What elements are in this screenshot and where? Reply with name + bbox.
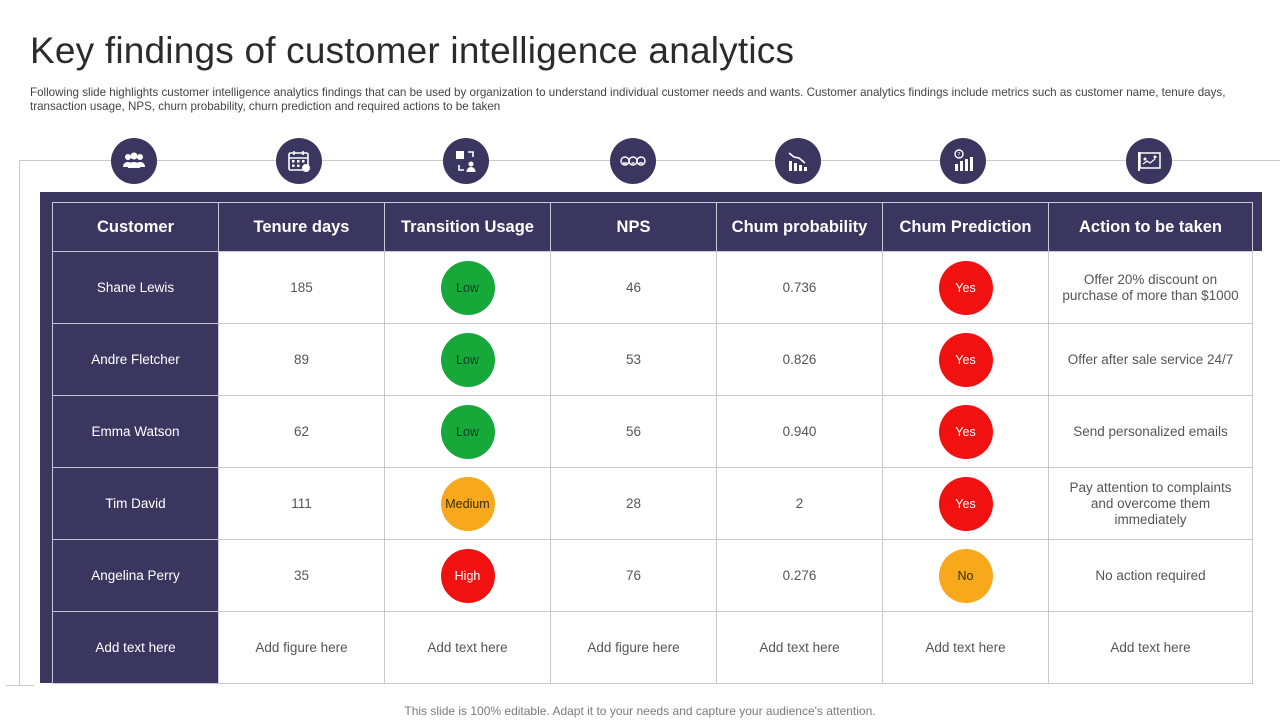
churn-probability: 0.826 xyxy=(716,323,883,396)
transfer-icon xyxy=(443,138,489,184)
placeholder-text: Add text here xyxy=(1048,611,1253,684)
nps-value: 76 xyxy=(550,539,717,612)
usage-badge: Low xyxy=(440,332,495,387)
header-action: Action to be taken xyxy=(1048,202,1253,252)
prediction-badge: No xyxy=(938,548,993,603)
header-nps: NPS xyxy=(550,202,717,252)
table-left-backdrop xyxy=(40,192,52,683)
emoji-faces-icon xyxy=(610,138,656,184)
prediction-badge: Yes xyxy=(938,404,993,459)
placeholder-text: Add text here xyxy=(384,611,551,684)
prediction-cell: No xyxy=(882,539,1049,612)
prediction-badge: Yes xyxy=(938,476,993,531)
customer-name: Emma Watson xyxy=(52,395,219,468)
header-chum-probability: Chum probability xyxy=(716,202,883,252)
customer-name: Shane Lewis xyxy=(52,251,219,324)
usage-cell: Low xyxy=(384,323,551,396)
action-text: No action required xyxy=(1048,539,1253,612)
question-chart-icon: ? xyxy=(940,138,986,184)
churn-probability: 2 xyxy=(716,467,883,540)
nps-value: 46 xyxy=(550,251,717,324)
usage-badge: Low xyxy=(440,404,495,459)
action-text: Offer after sale service 24/7 xyxy=(1048,323,1253,396)
usage-cell: Low xyxy=(384,395,551,468)
prediction-badge: Yes xyxy=(938,332,993,387)
nps-value: 28 xyxy=(550,467,717,540)
header-tenure-days: Tenure days xyxy=(218,202,385,252)
usage-cell: Medium xyxy=(384,467,551,540)
table-row: Andre Fletcher 89 Low 53 0.826 Yes Offer… xyxy=(52,323,1253,396)
placeholder-text: Add text here xyxy=(882,611,1049,684)
table-row: Emma Watson 62 Low 56 0.940 Yes Send per… xyxy=(52,395,1253,468)
table-header-row: Customer Tenure days Transition Usage NP… xyxy=(52,202,1253,252)
customer-name: Andre Fletcher xyxy=(52,323,219,396)
tenure-days: 185 xyxy=(218,251,385,324)
footnote: This slide is 100% editable. Adapt it to… xyxy=(404,704,876,718)
prediction-cell: Yes xyxy=(882,323,1049,396)
churn-probability: 0.940 xyxy=(716,395,883,468)
header-transition-usage: Transition Usage xyxy=(384,202,551,252)
tenure-days: 111 xyxy=(218,467,385,540)
header-chum-prediction: Chum Prediction xyxy=(882,202,1049,252)
churn-probability: 0.736 xyxy=(716,251,883,324)
action-text: Pay attention to complaints and overcome… xyxy=(1048,467,1253,540)
presentation-board-icon xyxy=(1126,138,1172,184)
usage-badge: Low xyxy=(440,260,495,315)
usage-cell: Low xyxy=(384,251,551,324)
findings-table: Customer Tenure days Transition Usage NP… xyxy=(52,202,1253,684)
prediction-badge: Yes xyxy=(938,260,993,315)
table-row: Tim David 111 Medium 28 2 Yes Pay attent… xyxy=(52,467,1253,540)
declining-chart-icon xyxy=(775,138,821,184)
tenure-days: 62 xyxy=(218,395,385,468)
users-icon xyxy=(111,138,157,184)
calendar-icon xyxy=(276,138,322,184)
table-row: Angelina Perry 35 High 76 0.276 No No ac… xyxy=(52,539,1253,612)
page-subtitle: Following slide highlights customer inte… xyxy=(30,86,1226,113)
placeholder-text: Add text here xyxy=(716,611,883,684)
usage-badge: Medium xyxy=(440,476,495,531)
action-text: Offer 20% discount on purchase of more t… xyxy=(1048,251,1253,324)
churn-probability: 0.276 xyxy=(716,539,883,612)
usage-cell: High xyxy=(384,539,551,612)
action-text: Send personalized emails xyxy=(1048,395,1253,468)
table-row: Shane Lewis 185 Low 46 0.736 Yes Offer 2… xyxy=(52,251,1253,324)
table-footer-row: Add text here Add figure here Add text h… xyxy=(52,611,1253,684)
placeholder-figure: Add figure here xyxy=(218,611,385,684)
customer-name: Angelina Perry xyxy=(52,539,219,612)
prediction-cell: Yes xyxy=(882,395,1049,468)
prediction-cell: Yes xyxy=(882,251,1049,324)
tenure-days: 35 xyxy=(218,539,385,612)
prediction-cell: Yes xyxy=(882,467,1049,540)
customer-name: Tim David xyxy=(52,467,219,540)
usage-badge: High xyxy=(440,548,495,603)
frame-line-left xyxy=(19,160,20,686)
frame-line-bottom xyxy=(6,685,34,686)
header-customer: Customer xyxy=(52,202,219,252)
placeholder-text: Add text here xyxy=(52,611,219,684)
page-title: Key findings of customer intelligence an… xyxy=(30,30,795,71)
nps-value: 53 xyxy=(550,323,717,396)
tenure-days: 89 xyxy=(218,323,385,396)
placeholder-figure: Add figure here xyxy=(550,611,717,684)
nps-value: 56 xyxy=(550,395,717,468)
svg-text:?: ? xyxy=(957,152,960,159)
